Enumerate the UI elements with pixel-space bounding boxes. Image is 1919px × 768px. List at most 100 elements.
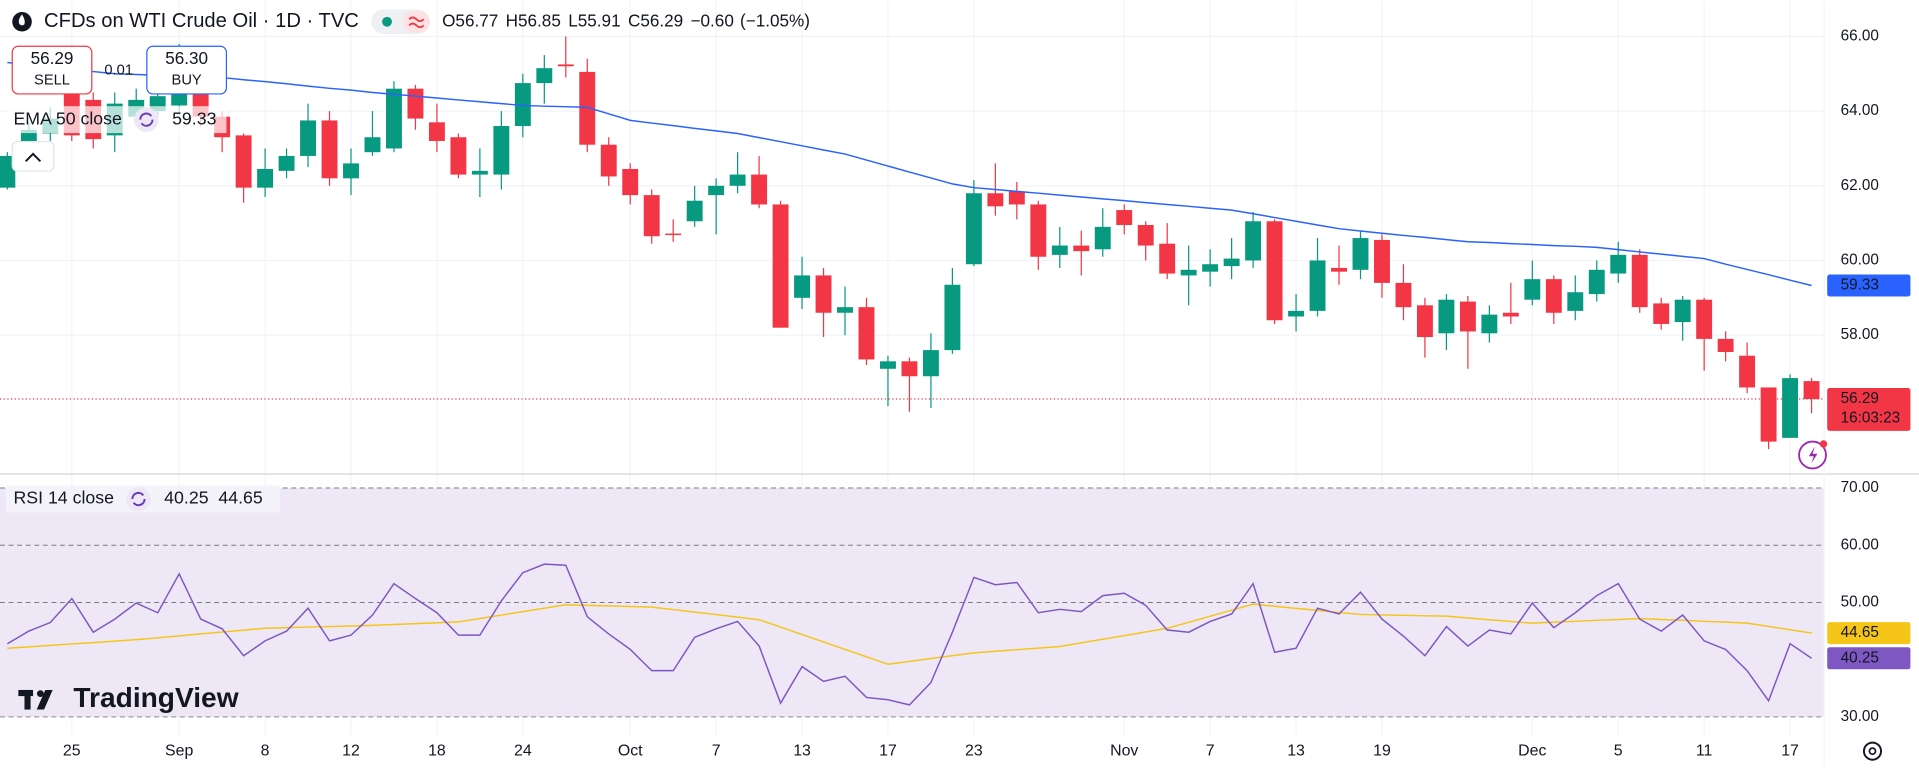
ema-price-tag-bg [1827, 274, 1911, 297]
candle-body [1502, 312, 1519, 317]
buy-button[interactable] [146, 45, 228, 95]
ema-line [7, 61, 1812, 287]
candle-body [1309, 260, 1326, 311]
candle-body [1717, 338, 1734, 352]
x-tick-label: Nov [1110, 742, 1138, 759]
status-dot [382, 16, 392, 27]
logo-shape [24, 689, 31, 710]
candle-body [1782, 378, 1799, 438]
collapse-button[interactable] [11, 141, 55, 172]
alert-icon [1808, 446, 1818, 464]
candle-body [364, 137, 381, 153]
candle-body [794, 275, 811, 298]
candle-body [1331, 267, 1347, 272]
candle-body [386, 88, 402, 149]
rsi-line [6, 563, 1812, 706]
candle-body [514, 83, 531, 127]
brand-logo [18, 689, 53, 710]
candle-body [1760, 387, 1777, 442]
buy-label: BUY [172, 72, 202, 88]
candle-body [965, 193, 982, 265]
candle-body [944, 284, 961, 351]
ohlc-value: 56.77 [455, 10, 498, 30]
logo-shape [36, 689, 53, 710]
price-change: −0.60 [691, 10, 734, 30]
x-tick-label: 24 [514, 742, 532, 759]
candle-body [1266, 221, 1283, 321]
candle-body [1159, 243, 1176, 274]
sell-button[interactable] [11, 45, 93, 95]
rsi-line [7, 603, 1812, 666]
ohlc-prefix: H [506, 10, 518, 30]
candle-body [1374, 239, 1390, 283]
y-tick-label: 30.00 [1841, 708, 1879, 725]
candle-body [1030, 204, 1047, 257]
x-tick-label: 19 [1373, 742, 1391, 759]
candle-body [321, 120, 338, 179]
last-price-tag: 56.29 [1841, 390, 1879, 407]
candle-body [622, 168, 639, 196]
candle-body [1653, 303, 1670, 324]
candle-body [471, 170, 488, 175]
x-tick-label: 11 [1696, 742, 1713, 759]
candle-body [536, 68, 553, 84]
candle-body [815, 275, 832, 313]
y-tick-label: 64.00 [1841, 102, 1879, 119]
ohlc-prefix: L [568, 10, 578, 30]
candle-body [257, 168, 274, 188]
candle-body [1288, 310, 1305, 317]
sell-label: SELL [34, 72, 70, 88]
candle-body [579, 71, 596, 145]
rsi-legend-value: 40.25 [164, 488, 209, 508]
y-tick-label: 60.00 [1841, 252, 1879, 269]
rsi-tag-bg [1827, 647, 1911, 670]
ema-legend-bg [6, 106, 227, 134]
candle-body [300, 120, 316, 156]
candle-body [1223, 258, 1240, 267]
candle-body [1459, 301, 1476, 332]
x-tick-label: Oct [618, 742, 643, 759]
candle-body [1674, 299, 1691, 323]
candle-body [1610, 254, 1627, 274]
brand-text: TradingView [73, 682, 238, 713]
candle-body [493, 126, 510, 175]
x-tick-label: 13 [793, 742, 811, 759]
ohlc-prefix: O [442, 10, 455, 30]
candle-body [665, 233, 682, 236]
candle-body [1202, 264, 1219, 272]
sell-price: 56.29 [31, 48, 74, 68]
rsi-legend-name: RSI 14 close [13, 488, 114, 508]
candle-body [1438, 299, 1455, 334]
settings-button[interactable] [1862, 741, 1883, 761]
candle-body [450, 137, 467, 175]
candle-body [1739, 355, 1756, 388]
candle-body [1524, 279, 1541, 300]
x-tick-label: 8 [261, 742, 270, 759]
ema-price-tag: 59.33 [1841, 277, 1879, 294]
logo-shape [36, 690, 44, 698]
indicator-icon-bg [134, 107, 159, 132]
ohlc-value: 56.85 [518, 10, 561, 30]
spread: 0.01 [104, 63, 133, 79]
candle-body [1008, 191, 1025, 205]
candle-body [729, 174, 746, 186]
countdown: 16:03:23 [1841, 410, 1900, 427]
x-tick-label: 25 [63, 742, 81, 759]
candle-body [858, 307, 875, 360]
candle-body [686, 200, 703, 222]
rsi-ma-tag-bg [1827, 622, 1911, 645]
candle-body [0, 155, 16, 188]
x-tick-label: 17 [1781, 742, 1799, 759]
candle-body [1545, 279, 1562, 313]
x-tick-label: 7 [712, 742, 721, 759]
candle-body [1803, 381, 1820, 400]
candle-body [837, 307, 853, 313]
indicator-icon [131, 491, 146, 507]
indicator-icon-bg [126, 486, 151, 512]
ohlc-value: 55.91 [578, 10, 621, 30]
candle-body [20, 129, 37, 141]
candle-body [1051, 245, 1068, 255]
alert-dot [1819, 440, 1828, 448]
